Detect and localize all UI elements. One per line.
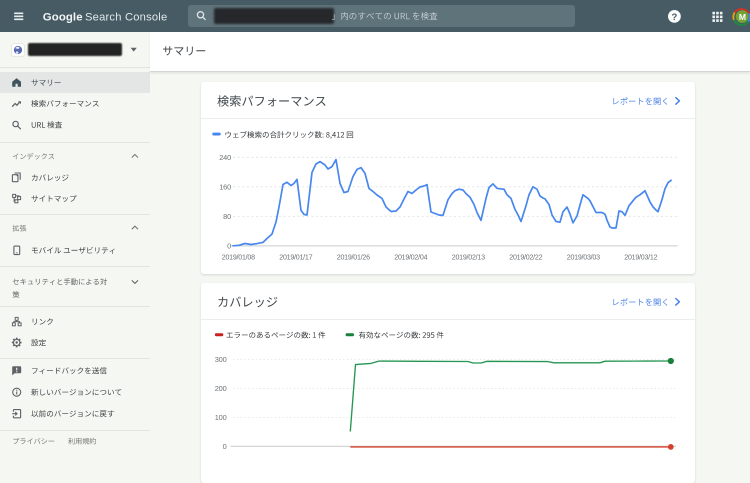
svg-text:2019/03/12: 2019/03/12 <box>624 253 657 261</box>
svg-text:160: 160 <box>219 182 231 191</box>
svg-text:0: 0 <box>223 442 227 451</box>
svg-text:80: 80 <box>223 212 231 221</box>
svg-text:2019/01/26: 2019/01/26 <box>337 253 370 261</box>
svg-text:300: 300 <box>215 355 227 364</box>
svg-text:2019/02/22: 2019/02/22 <box>509 253 542 261</box>
svg-text:200: 200 <box>215 384 227 393</box>
svg-text:240: 240 <box>219 153 231 162</box>
svg-text:2019/02/13: 2019/02/13 <box>452 253 485 261</box>
svg-text:2019/01/08: 2019/01/08 <box>222 253 255 261</box>
svg-text:?: ? <box>671 12 677 23</box>
svg-text:2019/01/17: 2019/01/17 <box>279 253 312 261</box>
svg-text:Search Console: Search Console <box>85 12 167 24</box>
svg-text:100: 100 <box>215 413 227 422</box>
svg-text:2019/03/03: 2019/03/03 <box>567 253 600 261</box>
svg-text:M: M <box>739 12 746 22</box>
svg-text:Google: Google <box>43 12 83 24</box>
svg-text:0: 0 <box>227 242 231 251</box>
svg-text:2019/02/04: 2019/02/04 <box>394 253 427 261</box>
